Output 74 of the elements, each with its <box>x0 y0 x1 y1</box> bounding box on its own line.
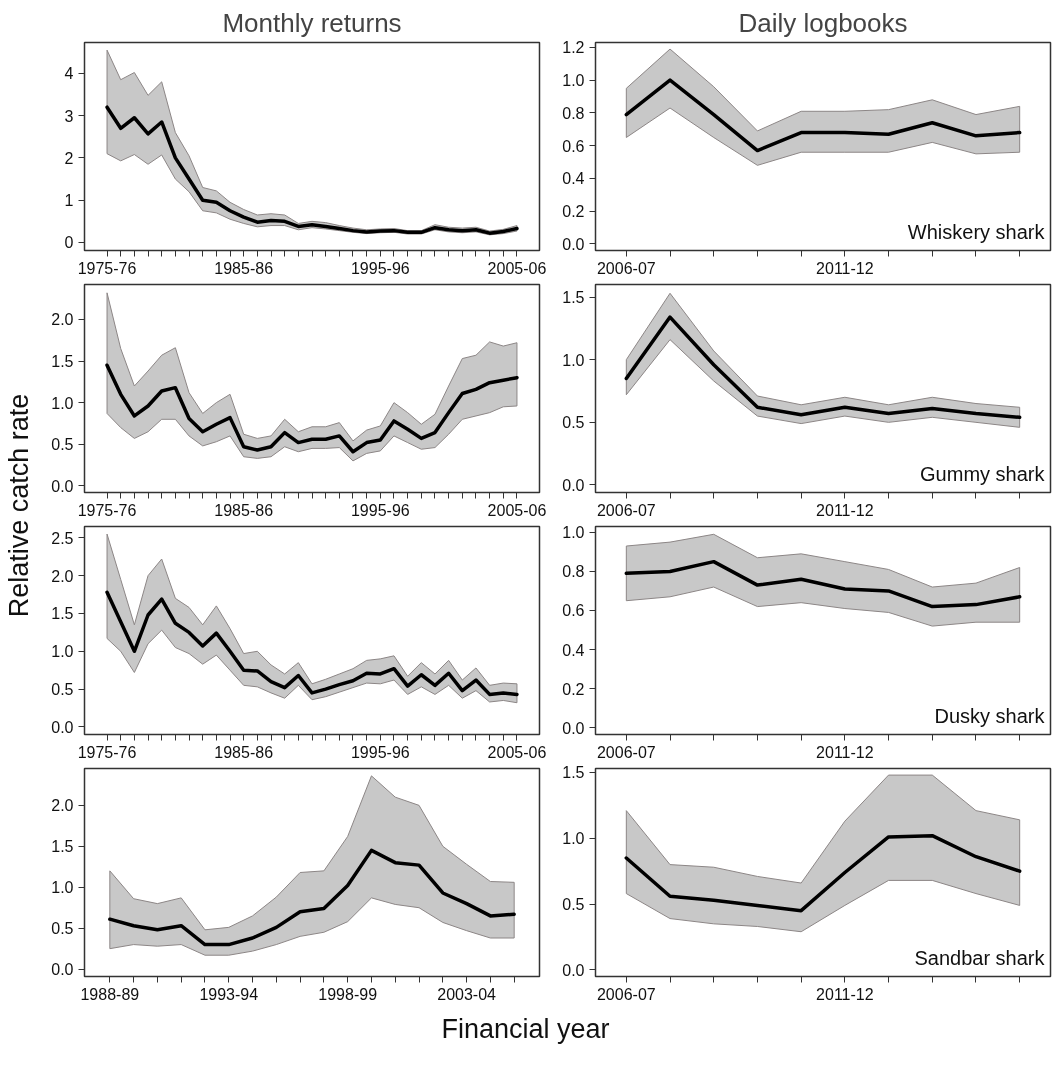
y-tick-label: 1.0 <box>51 643 74 661</box>
y-tick-label: 2 <box>64 149 74 167</box>
y-tick-label: 0.0 <box>562 961 585 979</box>
y-tick-label: 2.0 <box>51 567 74 585</box>
x-tick-label: 1975-76 <box>77 259 137 277</box>
y-tick-label: 1.0 <box>562 524 585 542</box>
y-tick-label: 0.4 <box>562 170 585 188</box>
y-tick-label: 0.0 <box>51 718 74 736</box>
y-tick-label: 0.5 <box>51 681 74 699</box>
x-tick-label: 1993-94 <box>199 985 259 1003</box>
y-tick-label: 0.4 <box>562 641 585 659</box>
x-tick-label: 2005-06 <box>487 259 547 277</box>
x-tick-label: 1995-96 <box>350 743 410 761</box>
y-tick-label: 0.8 <box>562 563 585 581</box>
x-tick-label: 1985-86 <box>214 259 274 277</box>
y-tick-label: 1.5 <box>562 289 585 307</box>
y-tick-label: 1.0 <box>51 879 74 897</box>
y-tick-label: 0.0 <box>562 719 585 737</box>
x-tick-label: 1995-96 <box>350 259 410 277</box>
y-tick-label: 1.0 <box>562 830 585 848</box>
x-tick-label: 1988-89 <box>80 985 140 1003</box>
y-tick-label: 0.0 <box>562 235 585 253</box>
y-tick-label: 1.0 <box>562 72 585 90</box>
y-tick-label: 0.5 <box>51 920 74 938</box>
y-tick-label: 2.0 <box>51 797 74 815</box>
x-tick-label: 1975-76 <box>77 743 137 761</box>
y-tick-label: 1.5 <box>51 353 74 371</box>
y-tick-label: 1.5 <box>51 838 74 856</box>
x-tick-label: 1998-99 <box>318 985 378 1003</box>
y-tick-label: 0.2 <box>562 680 585 698</box>
x-tick-label: 1985-86 <box>214 501 274 519</box>
x-tick-label: 2006-07 <box>596 743 656 761</box>
y-tick-label: 1 <box>64 192 74 210</box>
y-tick-label: 0.0 <box>51 961 74 979</box>
y-tick-label: 0.5 <box>562 896 585 914</box>
annotation: Dusky shark <box>934 704 1046 727</box>
y-tick-label: 0 <box>64 234 74 252</box>
x-tick-label: 1975-76 <box>77 501 137 519</box>
y-tick-label: 3 <box>64 107 74 125</box>
x-tick-label: 2005-06 <box>487 501 547 519</box>
x-tick-label: 2006-07 <box>596 501 656 519</box>
y-tick-label: 1.0 <box>51 394 74 412</box>
y-tick-label: 4 <box>64 65 74 83</box>
y-tick-label: 0.2 <box>562 203 585 221</box>
annotation: Gummy shark <box>920 462 1046 485</box>
chart-title: Monthly returns <box>222 7 402 38</box>
x-tick-label: 2011-12 <box>816 743 874 761</box>
y-tick-label: 2.5 <box>51 529 74 547</box>
y-tick-label: 1.2 <box>562 39 585 57</box>
x-tick-label: 1995-96 <box>350 501 410 519</box>
y-axis-title: Relative catch rate <box>3 393 34 618</box>
y-tick-label: 0.6 <box>562 602 585 620</box>
y-tick-label: 2.0 <box>51 311 74 329</box>
y-tick-label: 0.0 <box>51 477 74 495</box>
x-axis-title: Financial year <box>441 1013 610 1044</box>
x-tick-label: 2011-12 <box>816 985 874 1003</box>
chart-title: Daily logbooks <box>738 7 908 38</box>
x-tick-label: 2011-12 <box>816 259 874 277</box>
x-tick-label: 2006-07 <box>596 985 656 1003</box>
x-tick-label: 1985-86 <box>214 743 274 761</box>
y-tick-label: 0.8 <box>562 104 585 122</box>
y-tick-label: 1.5 <box>51 605 74 623</box>
x-tick-label: 2005-06 <box>487 743 547 761</box>
y-tick-label: 0.6 <box>562 137 585 155</box>
y-tick-label: 1.0 <box>562 351 585 369</box>
y-tick-label: 0.0 <box>562 476 585 494</box>
x-tick-label: 2003-04 <box>437 985 497 1003</box>
x-tick-label: 2006-07 <box>596 259 656 277</box>
y-tick-label: 0.5 <box>562 414 585 432</box>
annotation: Sandbar shark <box>914 946 1046 969</box>
y-tick-label: 0.5 <box>51 436 74 454</box>
y-tick-label: 1.5 <box>562 764 585 782</box>
annotation: Whiskery shark <box>907 220 1046 243</box>
x-tick-label: 2011-12 <box>816 501 874 519</box>
